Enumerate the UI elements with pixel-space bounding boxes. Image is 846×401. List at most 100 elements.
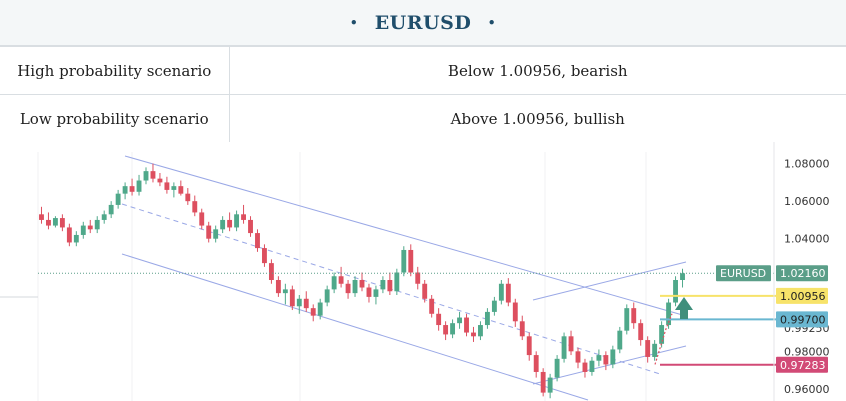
candle <box>122 186 128 194</box>
candle <box>478 325 483 337</box>
candle <box>317 302 323 316</box>
candle <box>136 180 142 192</box>
level-tag-support: 0.97283 <box>780 359 826 372</box>
candle <box>624 308 630 331</box>
candle <box>185 193 191 202</box>
candle <box>380 280 386 290</box>
candle <box>519 321 525 337</box>
channel-line <box>124 155 687 317</box>
candle <box>331 276 337 290</box>
candle <box>366 287 372 297</box>
candle <box>262 248 267 264</box>
candle <box>471 332 476 337</box>
last-price-symbol: EURUSD <box>720 267 766 280</box>
candle <box>157 178 163 183</box>
candle <box>387 280 393 292</box>
axis-tick-label: 1.06000 <box>784 195 830 208</box>
arrow-up-icon <box>675 296 693 319</box>
candle <box>436 313 442 326</box>
table-row: Low probability scenario Above 1.00956, … <box>0 94 846 143</box>
channel-line <box>532 345 687 385</box>
level-tag-pivot: 0.99700 <box>780 313 826 326</box>
candle <box>484 311 490 326</box>
channel-line <box>121 253 589 401</box>
candle <box>87 225 93 230</box>
axis-tick-label: 0.98000 <box>784 345 830 358</box>
candle <box>164 182 170 190</box>
candle <box>241 214 246 220</box>
page-title: EURUSD <box>374 11 472 34</box>
candle <box>526 336 532 356</box>
candle <box>310 308 316 316</box>
level-tag-pivot-box <box>776 311 828 328</box>
candle <box>617 330 623 350</box>
trend-channels <box>121 155 687 401</box>
candle <box>352 280 358 294</box>
level-tag-resistance: 1.00956 <box>780 290 826 303</box>
candle <box>505 283 511 303</box>
candle <box>450 323 456 335</box>
candle <box>666 302 672 326</box>
candle <box>533 355 539 372</box>
level-tag-support-box <box>776 356 828 373</box>
candles <box>39 163 685 399</box>
candle <box>401 249 407 273</box>
candle <box>275 280 281 294</box>
candle <box>652 343 658 357</box>
price-tags: EURUSD 1.02160 1.00956 0.99700 0.97283 <box>716 265 828 373</box>
candle <box>568 336 574 352</box>
scenario-label: Low probability scenario <box>0 94 230 143</box>
candle <box>101 214 107 220</box>
candle <box>491 300 497 312</box>
last-price-value: 1.02160 <box>780 267 826 280</box>
candle <box>547 377 553 393</box>
candle <box>659 325 665 344</box>
candle <box>73 234 79 243</box>
candle <box>282 289 288 294</box>
candle <box>303 298 309 309</box>
candle <box>227 219 233 228</box>
scenario-value: Above 1.00956, bullish <box>228 94 846 143</box>
axis-tick-label: 1.08000 <box>784 158 830 171</box>
scenario-label: High probability scenario <box>0 46 230 95</box>
chart-overlays <box>38 272 778 366</box>
candle <box>220 219 226 230</box>
candle <box>408 249 414 273</box>
candle <box>143 171 149 181</box>
candle <box>150 171 156 179</box>
candle <box>596 355 602 361</box>
candle <box>359 280 365 288</box>
candle <box>171 186 177 190</box>
scenario-value: Below 1.00956, bearish <box>228 46 846 95</box>
price-chart: 1.08000 1.06000 1.04000 0.99250 0.98000 0.960… <box>0 142 846 401</box>
candle <box>338 276 344 284</box>
candle <box>234 214 240 228</box>
candle <box>80 225 86 235</box>
candle <box>610 349 616 365</box>
axis-tick-label: 1.04000 <box>784 233 830 246</box>
candle <box>394 272 400 292</box>
candle <box>498 283 504 301</box>
candle <box>631 308 637 324</box>
candle <box>115 193 121 205</box>
candle <box>324 289 330 303</box>
candle <box>429 298 435 314</box>
candle <box>206 225 212 239</box>
level-tag-resistance-box <box>776 287 828 304</box>
title-bar: • EURUSD • <box>0 0 846 46</box>
candle <box>443 325 449 335</box>
candle <box>645 340 651 357</box>
projection-path <box>654 313 673 365</box>
axis-tick-label: 0.96000 <box>784 383 830 396</box>
chart-svg: 1.080001.060001.040000.992500.980000.960… <box>0 142 846 401</box>
candle <box>108 204 114 215</box>
candle <box>192 201 198 213</box>
candle <box>589 360 595 372</box>
candle <box>464 317 469 333</box>
candle <box>345 283 351 294</box>
last-price-symbol-box <box>716 265 771 282</box>
candle <box>561 336 567 359</box>
candle <box>268 263 274 280</box>
candle <box>94 219 100 230</box>
candle <box>540 371 546 393</box>
